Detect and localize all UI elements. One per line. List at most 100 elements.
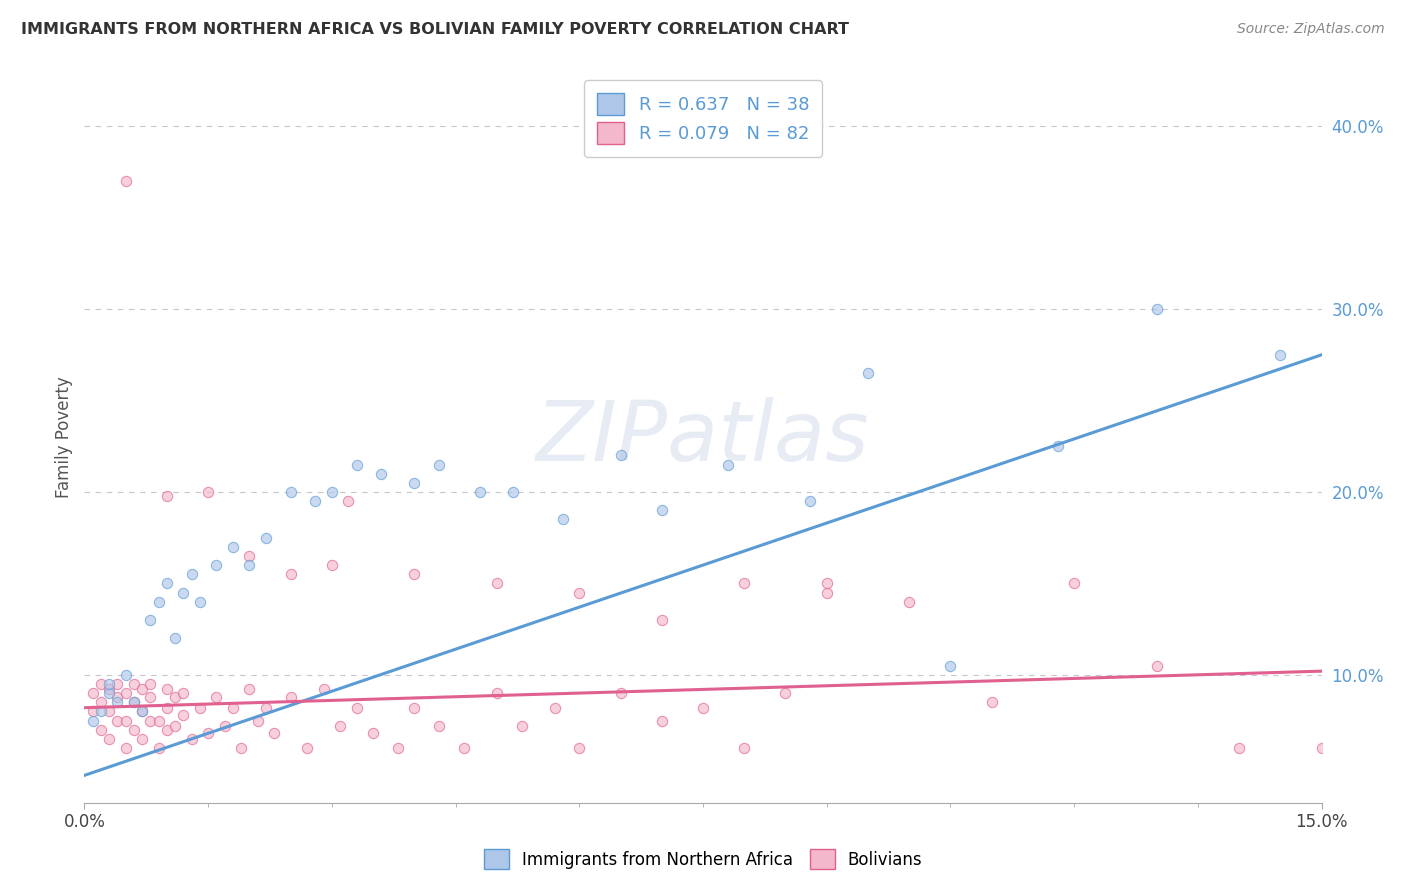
Point <box>717 458 740 472</box>
Point <box>165 632 187 646</box>
Point <box>1063 576 1085 591</box>
Point <box>114 667 136 681</box>
Point <box>90 723 112 737</box>
Point <box>139 613 162 627</box>
Point <box>551 512 574 526</box>
Point <box>122 723 145 737</box>
Point <box>105 690 128 704</box>
Point <box>131 682 153 697</box>
Point <box>188 700 211 714</box>
Point <box>280 567 302 582</box>
Point <box>775 686 797 700</box>
Point <box>197 485 219 500</box>
Point <box>165 719 187 733</box>
Point <box>543 700 565 714</box>
Point <box>510 719 533 733</box>
Point <box>485 686 508 700</box>
Point <box>280 485 302 500</box>
Point <box>427 458 450 472</box>
Point <box>222 540 245 554</box>
Point <box>733 576 755 591</box>
Point <box>470 485 492 500</box>
Point <box>90 705 112 719</box>
Point <box>361 726 384 740</box>
Point <box>139 690 162 704</box>
Point <box>939 658 962 673</box>
Point <box>815 576 838 591</box>
Point <box>815 585 838 599</box>
Point <box>98 677 121 691</box>
Point <box>139 714 162 728</box>
Point <box>98 682 121 697</box>
Point <box>254 700 277 714</box>
Point <box>1227 740 1250 755</box>
Point <box>1270 348 1292 362</box>
Point <box>98 731 121 746</box>
Legend: R = 0.637   N = 38, R = 0.079   N = 82: R = 0.637 N = 38, R = 0.079 N = 82 <box>585 80 821 157</box>
Point <box>321 558 343 573</box>
Point <box>856 366 879 380</box>
Point <box>148 594 170 608</box>
Point <box>1146 658 1168 673</box>
Point <box>131 705 153 719</box>
Point <box>980 695 1002 709</box>
Point <box>82 705 104 719</box>
Point <box>197 726 219 740</box>
Text: Source: ZipAtlas.com: Source: ZipAtlas.com <box>1237 22 1385 37</box>
Point <box>165 690 187 704</box>
Point <box>651 714 673 728</box>
Point <box>404 700 426 714</box>
Point <box>98 705 121 719</box>
Point <box>246 714 269 728</box>
Point <box>453 740 475 755</box>
Point <box>156 700 179 714</box>
Y-axis label: Family Poverty: Family Poverty <box>55 376 73 498</box>
Point <box>609 448 631 462</box>
Point <box>156 723 179 737</box>
Point <box>148 740 170 755</box>
Point <box>337 494 360 508</box>
Point <box>122 695 145 709</box>
Text: IMMIGRANTS FROM NORTHERN AFRICA VS BOLIVIAN FAMILY POVERTY CORRELATION CHART: IMMIGRANTS FROM NORTHERN AFRICA VS BOLIV… <box>21 22 849 37</box>
Point <box>238 549 260 563</box>
Point <box>485 576 508 591</box>
Point <box>172 686 194 700</box>
Point <box>229 740 252 755</box>
Point <box>105 677 128 691</box>
Point <box>1046 439 1069 453</box>
Point <box>122 695 145 709</box>
Point <box>502 485 524 500</box>
Point <box>214 719 236 733</box>
Point <box>82 714 104 728</box>
Point <box>387 740 409 755</box>
Point <box>312 682 335 697</box>
Point <box>82 686 104 700</box>
Point <box>114 174 136 188</box>
Point <box>131 731 153 746</box>
Point <box>131 705 153 719</box>
Point <box>1310 740 1333 755</box>
Point <box>238 558 260 573</box>
Point <box>370 467 392 481</box>
Point <box>114 686 136 700</box>
Point <box>295 740 318 755</box>
Point <box>1146 301 1168 317</box>
Point <box>329 719 352 733</box>
Point <box>205 558 228 573</box>
Point <box>568 585 591 599</box>
Point <box>114 714 136 728</box>
Point <box>568 740 591 755</box>
Text: ZIPatlas: ZIPatlas <box>536 397 870 477</box>
Point <box>346 458 368 472</box>
Point <box>156 576 179 591</box>
Point <box>148 714 170 728</box>
Point <box>90 695 112 709</box>
Point <box>404 567 426 582</box>
Point <box>122 677 145 691</box>
Point <box>105 714 128 728</box>
Legend: Immigrants from Northern Africa, Bolivians: Immigrants from Northern Africa, Bolivia… <box>474 838 932 880</box>
Point <box>180 567 202 582</box>
Point <box>205 690 228 704</box>
Point <box>105 695 128 709</box>
Point <box>139 677 162 691</box>
